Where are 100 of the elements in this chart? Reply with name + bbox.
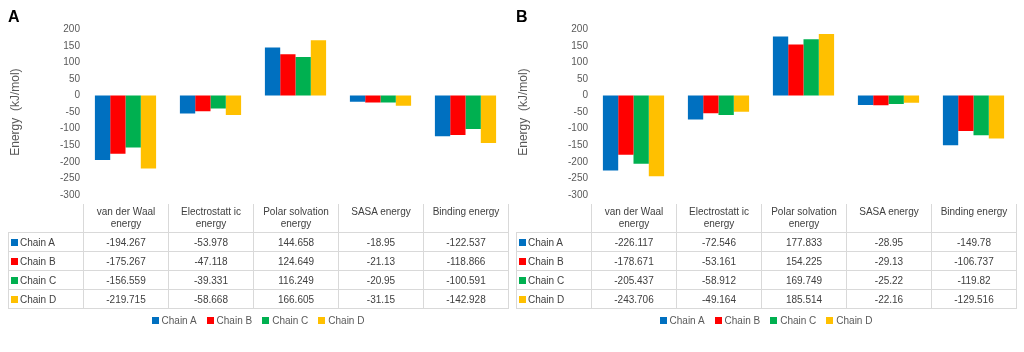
data-label: -106.737 [931,251,1017,271]
text: Chain A [669,315,705,326]
bar [733,95,750,112]
legend-label: Chain B [516,251,592,271]
y-tick-label: -150 [567,139,589,151]
data-label: 169.749 [761,270,847,290]
y-tick-label: 150 [571,39,589,51]
data-label: -31.15 [338,289,424,309]
y-tick-label: -200 [567,155,589,167]
bar [179,95,196,114]
bar [648,95,665,177]
bar [687,95,704,120]
y-tick-label: 100 [571,56,589,68]
x-tick-label: Electrostatt ic energy [676,204,762,233]
text: Chain B [216,315,253,326]
data-label: -175.267 [83,251,169,271]
bar [480,95,497,143]
data-label: -21.13 [338,251,424,271]
legend-label: Chain A [8,232,84,252]
data-label: 124.649 [253,251,339,271]
y-tick-label: 150 [63,39,81,51]
bar [788,44,804,96]
y-tick-label: -150 [59,139,81,151]
bar [973,95,989,136]
bar [942,95,959,146]
bar [602,95,619,171]
bar [94,95,111,160]
bar [434,95,451,137]
bar [225,95,242,115]
legend-label: Chain D [328,315,365,326]
data-label: -58.668 [168,289,254,309]
data-label: -25.22 [846,270,932,290]
legend-label: Chain C [8,270,84,290]
y-tick-label: 0 [582,89,589,101]
y-axis-title: Energy (kJ/mol) [7,68,22,156]
y-tick-label: -50 [573,105,589,117]
data-label: -58.912 [676,270,762,290]
data-label: 177.833 [761,232,847,252]
x-tick-label: van der Waal energy [83,204,169,233]
bar [718,95,734,116]
bar [125,95,141,148]
bar [772,36,789,96]
x-tick-label: Electrostatt ic energy [168,204,254,233]
data-label: 144.658 [253,232,339,252]
text: Chain C [272,315,309,326]
x-tick-label: SASA energy [846,204,932,233]
y-tick-label: 200 [571,22,589,34]
data-label: 116.249 [253,270,339,290]
y-tick-label: 50 [576,72,589,84]
bar [703,95,719,114]
bar [450,95,466,135]
data-label: -149.78 [931,232,1017,252]
data-label: -29.13 [846,251,932,271]
chart-title: A [8,8,20,26]
data-label: 154.225 [761,251,847,271]
data-label: -22.16 [846,289,932,309]
y-tick-label: -100 [59,122,81,134]
legend-label: Chain C [516,270,592,290]
data-label: 166.605 [253,289,339,309]
bar [958,95,974,131]
bar [365,95,381,103]
data-label: -39.331 [168,270,254,290]
legend-label: Chain A [516,232,592,252]
data-label: -122.537 [423,232,509,252]
x-tick-label: SASA energy [338,204,424,233]
y-tick-label: -250 [567,172,589,184]
x-tick-label: Polar solvation energy [253,204,339,233]
bar [195,95,211,112]
bar [873,95,889,106]
data-label: -53.161 [676,251,762,271]
x-tick-label: Binding energy [423,204,509,233]
data-label: -194.267 [83,232,169,252]
x-tick-label: van der Waal energy [591,204,677,233]
bar [310,40,327,96]
bar [110,95,126,154]
legend-label: Chain B [8,251,84,271]
bar [633,95,649,164]
data-label: -49.164 [676,289,762,309]
data-label: -205.437 [591,270,677,290]
y-tick-label: 0 [74,89,81,101]
bar [264,47,281,96]
data-label: -72.546 [676,232,762,252]
data-label: -142.928 [423,289,509,309]
text: Chain B [724,315,761,326]
text: Chain D [528,293,565,305]
y-tick-label: -200 [59,155,81,167]
data-label: -156.559 [83,270,169,290]
bar [210,95,226,109]
x-tick-label: Binding energy [931,204,1017,233]
data-label: -118.866 [423,251,509,271]
bar [988,95,1005,139]
data-label: -178.671 [591,251,677,271]
text: Chain D [20,293,57,305]
text: Chain C [780,315,817,326]
y-tick-label: 100 [63,56,81,68]
y-tick-label: -250 [59,172,81,184]
y-axis-title: Energy (kJ/mol) [515,68,530,156]
data-label: 185.514 [761,289,847,309]
bar [280,54,296,96]
text: Chain A [161,315,197,326]
